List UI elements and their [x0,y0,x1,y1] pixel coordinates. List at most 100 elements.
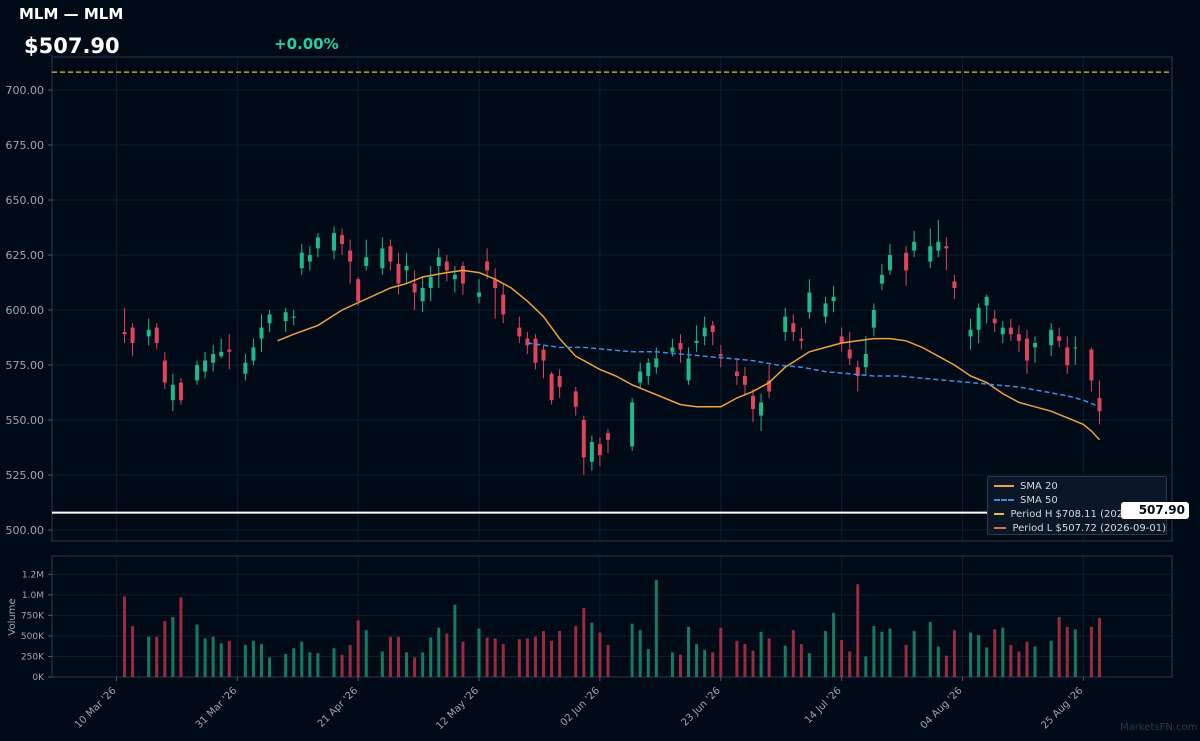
candle-down [162,360,167,383]
volume-bar [985,647,989,677]
volume-bar [840,640,844,677]
volume-bar [453,604,457,677]
candle-up [871,310,876,328]
moving-averages [277,269,1101,441]
candle-down [493,279,498,288]
volume-tick-label: 750K [21,611,45,621]
candle-up [936,241,941,251]
volume-bar [1057,617,1061,677]
candle-up [879,274,884,284]
candle-down [130,327,135,343]
candle-down [799,338,804,341]
candle-up [283,312,288,321]
candle-up [267,314,272,324]
candle-down [348,250,353,262]
candle-down [904,252,909,271]
volume-tick-label: 1.2M [22,570,44,580]
candle-down [412,283,417,293]
price-tick-label: 575.00 [6,359,45,372]
date-tick-label: 04 Aug '26 [919,685,965,731]
volume-bar [429,637,433,677]
candle-up [1033,343,1038,348]
volume-bar [356,620,360,677]
volume-bar [461,641,465,677]
volume-bar [654,580,658,677]
volume-bar [582,608,586,677]
volume-tick-label: 1.0M [22,591,44,601]
candle-up [976,307,981,330]
volume-bar [1033,646,1037,677]
candle-down [847,349,852,359]
candle-up [404,266,409,271]
candlesticks [122,219,1102,475]
volume-bar [123,596,127,677]
volume-bar [928,621,932,677]
price-tick-label: 700.00 [6,84,45,97]
volume-bar [880,631,884,677]
volume-bars [123,580,1101,677]
candle-down [388,246,393,262]
candle-up [219,351,224,357]
volume-bar [977,635,981,677]
candle-up [702,327,707,337]
volume-bar [646,649,650,677]
candle-down [154,327,159,343]
candle-down [597,444,602,456]
candle-down [1057,336,1062,341]
candle-up [195,365,200,381]
last-price: $507.90 [24,34,120,58]
volume-bar [219,643,223,677]
volume-bar [292,648,296,677]
candle-up [299,252,304,269]
price-grid [52,57,1172,677]
candle-up [364,257,369,266]
volume-axis-label: Volume [7,598,18,635]
candle-down [444,261,449,271]
volume-bar [413,657,417,677]
candle-down [944,246,949,249]
candle-down [396,263,401,284]
volume-bar [719,627,723,677]
candle-up [1000,327,1005,335]
volume-tick-label: 0K [32,673,45,683]
volume-bar [300,641,304,677]
candle-down [992,318,997,324]
date-tick-label: 14 Jul '26 [803,685,844,726]
price-tick-label: 675.00 [6,139,45,152]
candle-down [525,338,530,346]
date-tick-label: 31 Mar '26 [194,685,240,731]
volume-bar [251,640,255,677]
candle-up [380,248,385,269]
candle-down [122,332,127,335]
candle-up [1049,329,1054,346]
volume-bar [1009,644,1013,677]
volume-bar [630,623,634,677]
volume-bar [904,644,908,677]
volume-bar [542,631,546,677]
candle-down [605,433,610,440]
candle-down [839,336,844,343]
candle-up [452,274,457,280]
volume-bar [912,631,916,677]
date-tick-label: 21 Apr '26 [316,685,360,729]
candle-down [549,373,554,401]
candle-up [436,257,441,266]
volume-bar [944,655,948,677]
volume-bar [550,640,554,677]
candle-down [710,325,715,332]
candle-up [332,233,337,251]
volume-bar [131,626,135,677]
legend-label: Period H $708.11 (2026-02-10) [1010,508,1166,520]
candle-up [638,371,643,383]
volume-bar [268,657,272,677]
legend-label: Period L $507.72 (2026-09-01) [1012,522,1166,534]
candle-down [501,294,506,315]
candle-up [251,347,256,361]
volume-bar [558,631,562,677]
volume-bar [1065,626,1069,677]
candle-down [340,235,345,244]
candle-up [670,347,675,352]
last-price-tag: 507.90 [1121,502,1189,519]
volume-axis-ticks: 0K 250K 500K 750K 1.0M 1.2M [21,570,52,683]
candle-down [533,338,538,363]
